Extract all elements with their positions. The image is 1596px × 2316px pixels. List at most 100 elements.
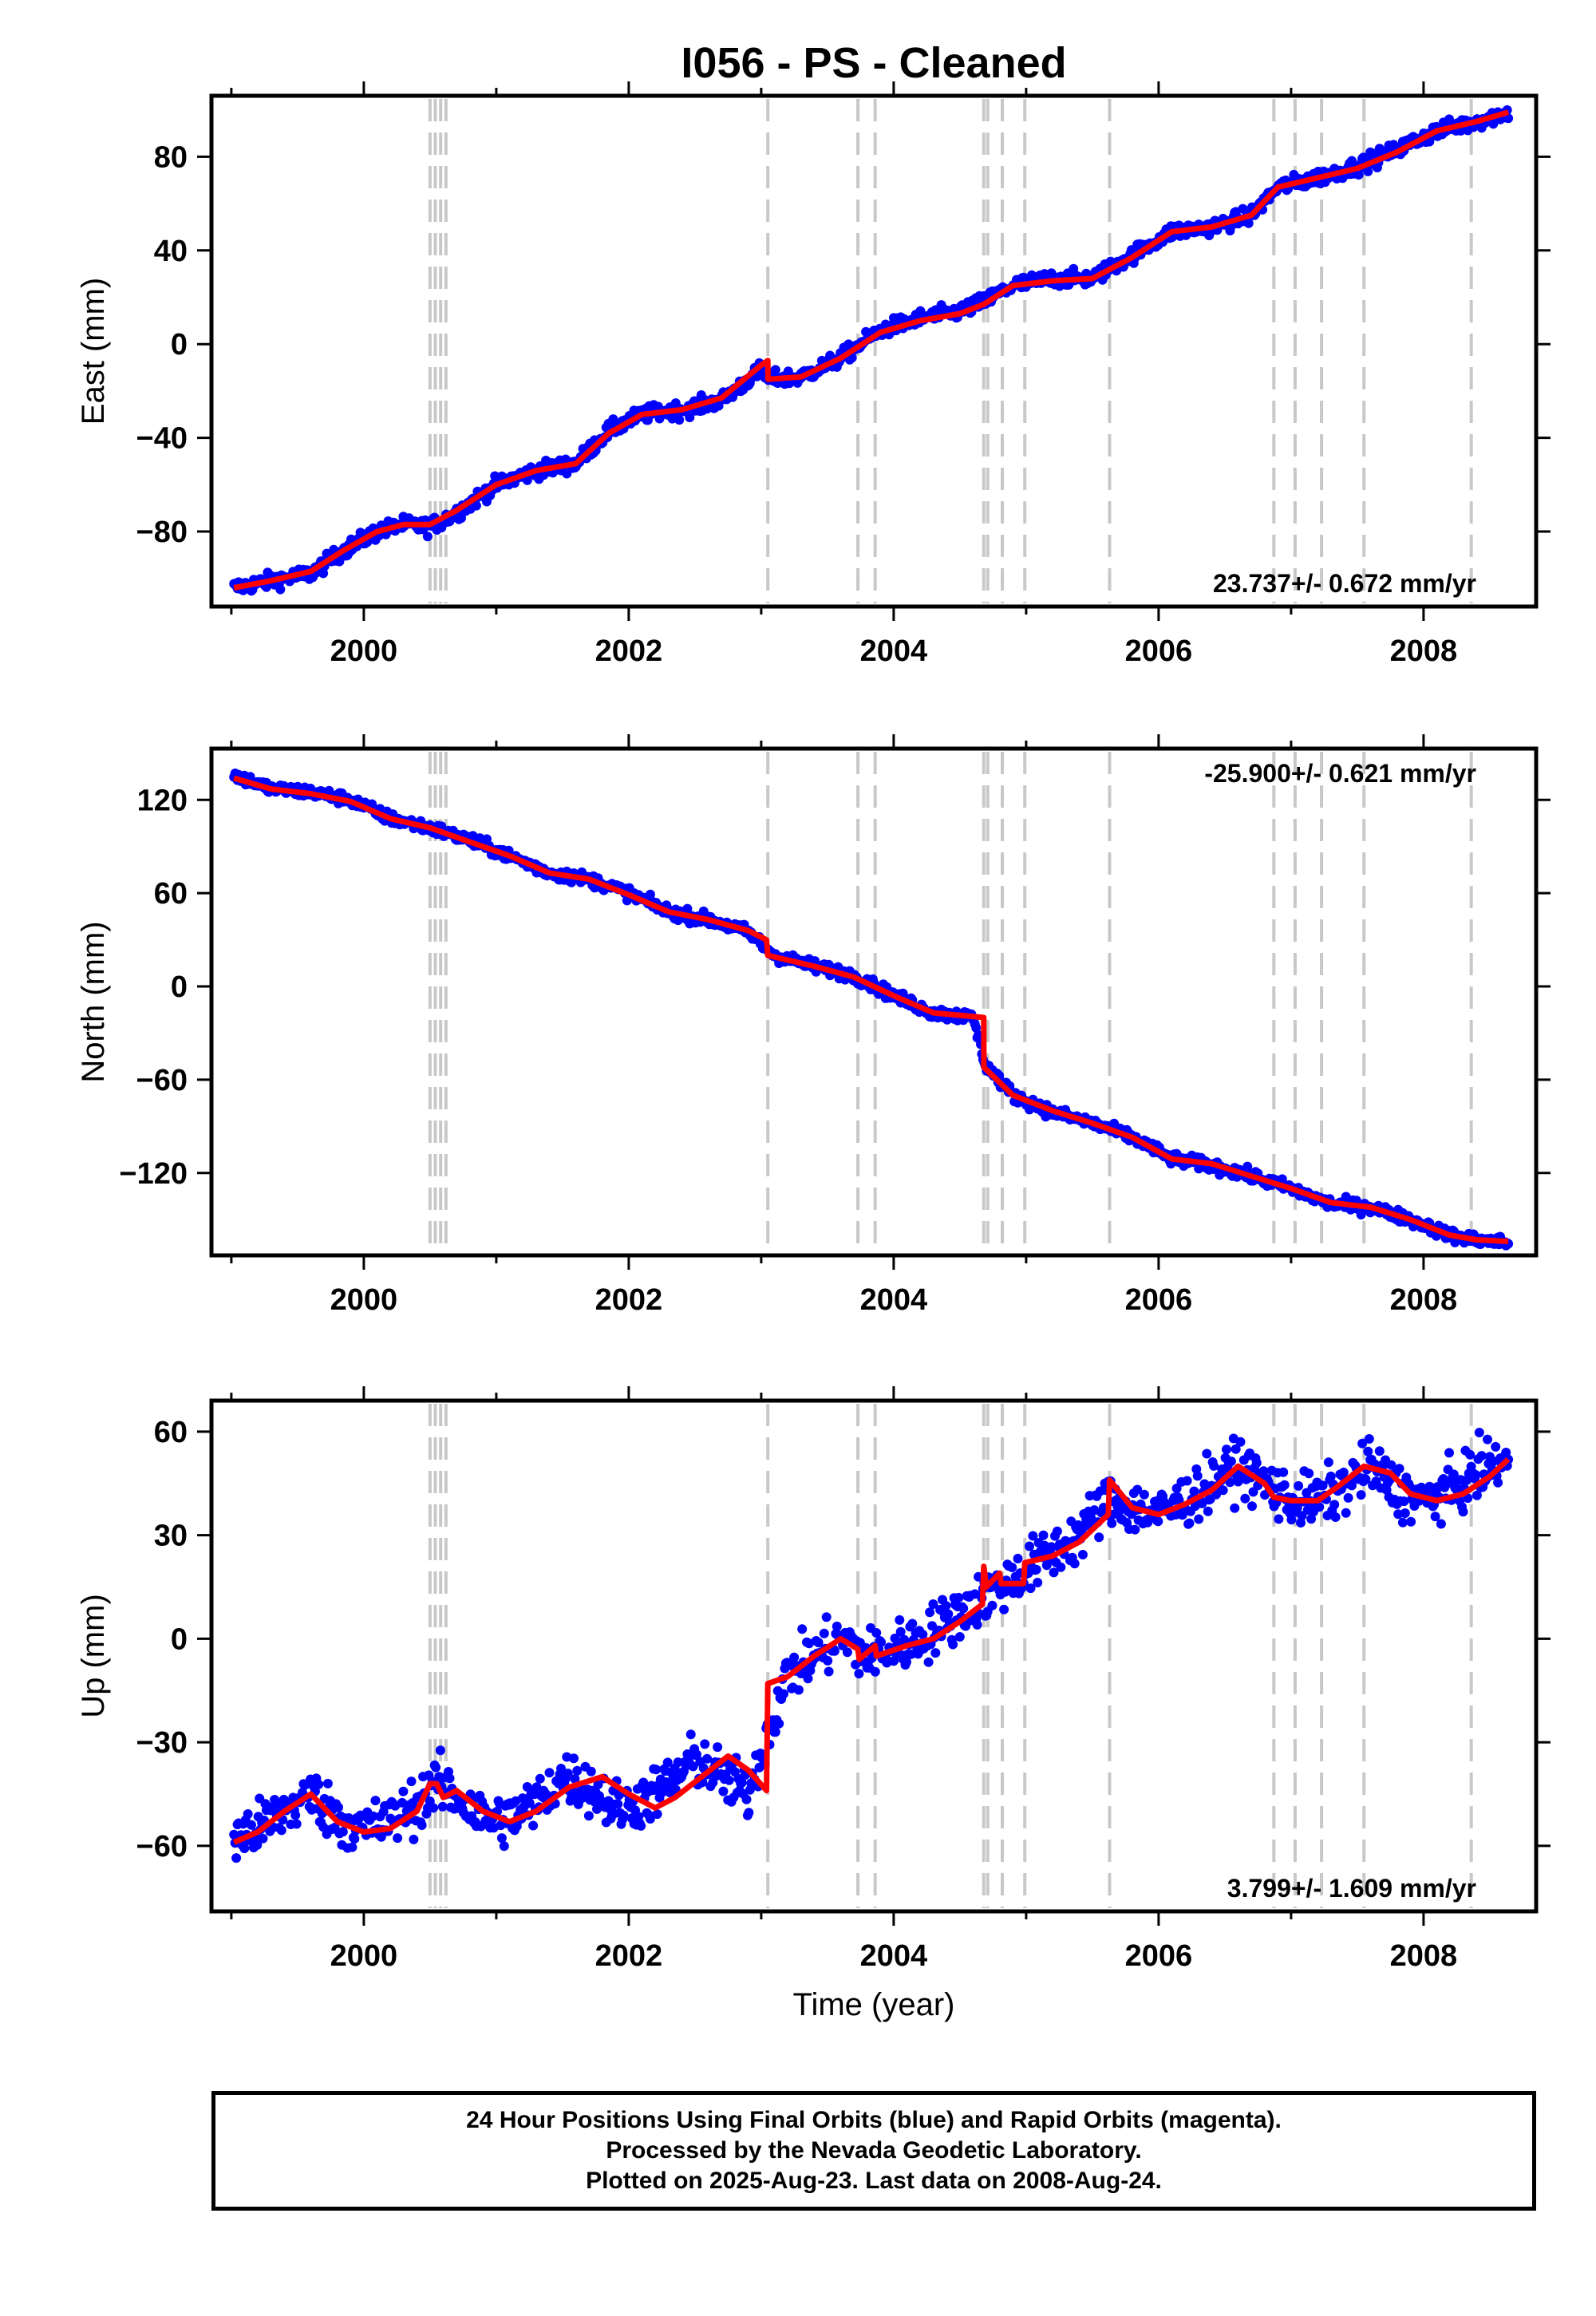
footer-note-box: 24 Hour Positions Using Final Orbits (bl… xyxy=(211,2091,1536,2211)
observation-point xyxy=(948,1639,958,1650)
x-axis-label: Time (year) xyxy=(793,1987,955,2022)
observation-point xyxy=(871,1628,882,1638)
observation-point xyxy=(793,1685,804,1695)
rate-label: 23.737+/- 0.672 mm/yr xyxy=(1213,569,1476,598)
observation-point xyxy=(314,1779,324,1789)
observation-point xyxy=(1363,166,1373,176)
y-tick-label: 60 xyxy=(154,877,188,911)
observation-point xyxy=(688,1761,698,1772)
observation-point xyxy=(252,1840,263,1850)
observation-point xyxy=(608,414,618,425)
observation-point xyxy=(496,1833,507,1844)
observation-point xyxy=(338,1827,348,1837)
observation-point xyxy=(692,1749,701,1760)
observation-point xyxy=(1371,1476,1381,1487)
x-tick-label: 2008 xyxy=(1390,1283,1458,1317)
observation-point xyxy=(876,1637,886,1647)
observation-point xyxy=(524,1798,535,1808)
observation-point xyxy=(398,1786,409,1796)
observation-point xyxy=(1046,1542,1057,1552)
y-tick-label: 0 xyxy=(171,1622,188,1656)
y-tick-label: 80 xyxy=(154,140,188,174)
x-tick-label: 2004 xyxy=(860,1283,928,1317)
observation-point xyxy=(1278,1467,1289,1477)
observation-point xyxy=(673,1757,683,1768)
observation-point xyxy=(1317,1480,1328,1491)
observation-point xyxy=(1325,1471,1336,1481)
observation-point xyxy=(528,1820,539,1831)
x-tick-label: 2006 xyxy=(1125,1939,1193,1973)
observation-point xyxy=(1356,1490,1366,1500)
observation-point xyxy=(1209,1460,1219,1471)
observation-point xyxy=(368,1811,378,1821)
observation-point xyxy=(1038,1530,1049,1540)
x-tick-label: 2008 xyxy=(1390,1939,1458,1973)
observation-point xyxy=(1330,1512,1341,1522)
y-tick-label: −120 xyxy=(119,1157,188,1191)
observation-point xyxy=(1491,1441,1501,1452)
observation-point xyxy=(1094,1532,1104,1543)
observation-point xyxy=(583,1811,594,1821)
x-tick-label: 2002 xyxy=(595,1283,663,1317)
x-tick-label: 2000 xyxy=(330,1283,398,1317)
observation-point xyxy=(918,1630,928,1640)
observation-point xyxy=(636,1820,646,1831)
observation-point xyxy=(770,1727,780,1737)
observation-points xyxy=(229,1428,1514,1863)
y-tick-label: 60 xyxy=(154,1416,188,1449)
observation-point xyxy=(645,1814,655,1824)
observation-point xyxy=(1329,1500,1340,1510)
observation-point xyxy=(586,1766,596,1777)
observation-point xyxy=(1243,218,1254,228)
observation-point xyxy=(1013,1553,1023,1563)
observation-point xyxy=(954,1592,964,1603)
observation-point xyxy=(275,584,286,595)
observation-point xyxy=(971,1022,982,1033)
model-fit-line xyxy=(233,775,1509,1244)
observation-point xyxy=(1203,1506,1213,1516)
observation-point xyxy=(1107,1518,1117,1528)
observation-point xyxy=(1056,1562,1066,1572)
observation-point xyxy=(774,1718,784,1729)
observation-point xyxy=(471,500,481,511)
observation-point xyxy=(1028,1531,1038,1541)
observation-point xyxy=(563,1769,573,1779)
observation-point xyxy=(1132,1484,1143,1495)
observation-point xyxy=(1304,1468,1314,1479)
observation-point xyxy=(923,1657,934,1667)
observation-point xyxy=(741,1794,752,1804)
observation-point xyxy=(824,1666,834,1677)
observation-point xyxy=(744,1808,754,1818)
observation-point xyxy=(593,1780,603,1789)
observation-point xyxy=(1184,1518,1195,1528)
observation-point xyxy=(819,1628,829,1638)
x-tick-label: 2006 xyxy=(1125,634,1193,668)
observation-point xyxy=(1194,1514,1204,1524)
observation-point xyxy=(1347,1480,1357,1491)
observation-point xyxy=(239,1844,250,1853)
observation-point xyxy=(1077,1550,1088,1559)
observation-point xyxy=(779,1689,788,1699)
observation-point xyxy=(1471,1470,1481,1480)
observation-point xyxy=(700,1739,710,1749)
x-tick-label: 2004 xyxy=(860,634,928,668)
observation-point xyxy=(1458,1507,1468,1517)
observation-point xyxy=(928,1599,938,1609)
observation-point xyxy=(258,1833,268,1844)
x-tick-label: 2002 xyxy=(595,1939,663,1973)
observation-point xyxy=(1363,1446,1373,1456)
plot-frame xyxy=(209,93,1539,609)
observation-point xyxy=(1007,1563,1017,1572)
observation-point xyxy=(925,1607,935,1618)
observation-point xyxy=(987,1600,998,1611)
observation-point xyxy=(1347,156,1357,166)
observation-point xyxy=(1436,1519,1446,1529)
rate-label: 3.799+/- 1.609 mm/yr xyxy=(1227,1874,1476,1903)
observation-point xyxy=(1438,1474,1448,1484)
observation-point xyxy=(803,1674,813,1684)
observation-point xyxy=(417,1820,427,1830)
observation-point xyxy=(276,1825,286,1836)
observation-point xyxy=(1386,1460,1396,1470)
x-tick-label: 2002 xyxy=(595,634,663,668)
